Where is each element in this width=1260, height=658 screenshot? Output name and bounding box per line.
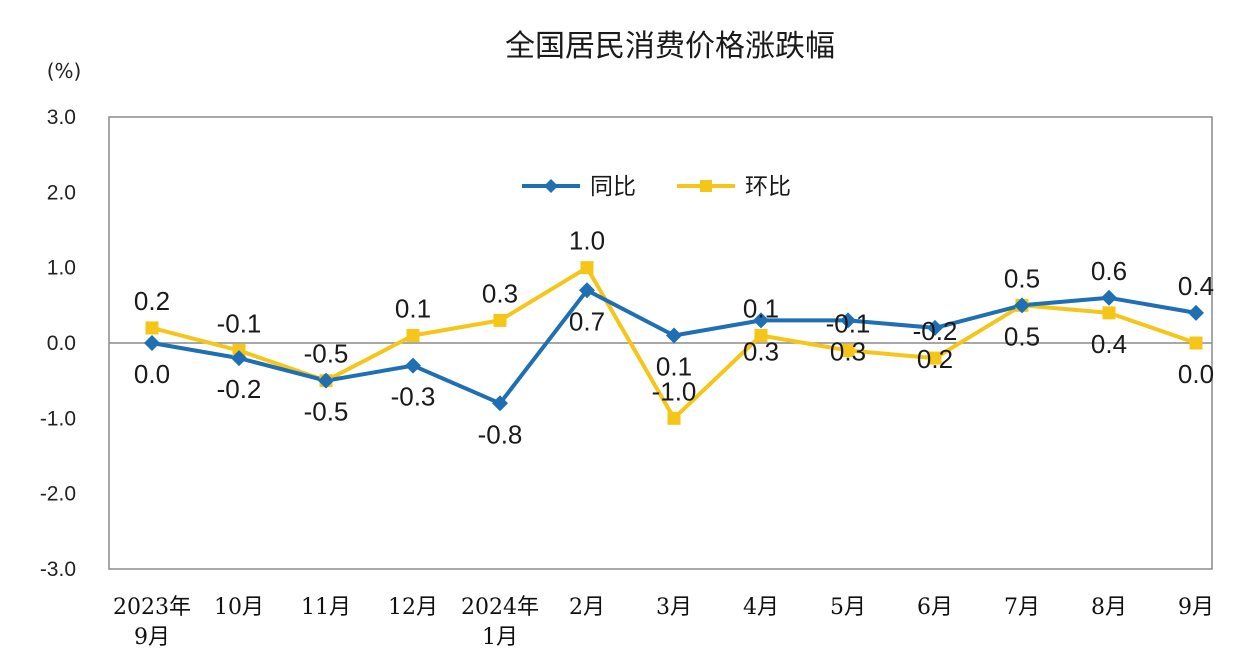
mom-data-label: -0.2 bbox=[913, 316, 958, 346]
x-tick-line: 1月 bbox=[482, 625, 518, 650]
mom-data-label: -0.5 bbox=[304, 339, 349, 369]
x-tick-line: 9月 bbox=[1178, 595, 1214, 620]
yoy-point bbox=[753, 312, 769, 329]
y-tick-label: -1.0 bbox=[40, 407, 76, 430]
yoy-point bbox=[1188, 304, 1204, 321]
mom-data-label: 0.5 bbox=[1004, 321, 1040, 351]
y-tick-label: 0.0 bbox=[47, 332, 76, 355]
yoy-point bbox=[405, 357, 421, 374]
x-tick-label: 2024年 1月 bbox=[461, 595, 539, 650]
y-tick-label: 2.0 bbox=[47, 181, 76, 204]
mom-data-label: 0.1 bbox=[395, 293, 431, 323]
yoy-point bbox=[1101, 289, 1117, 306]
mom-point bbox=[493, 313, 507, 327]
yoy-data-label: 0.3 bbox=[743, 336, 779, 366]
mom-data-label: 0.1 bbox=[743, 293, 779, 323]
yoy-data-label: -0.2 bbox=[217, 374, 262, 404]
legend-marker-mom bbox=[700, 180, 712, 192]
x-tick-line: 6月 bbox=[917, 595, 953, 620]
yoy-point bbox=[579, 282, 595, 299]
x-tick-label: 8月 bbox=[1091, 595, 1127, 620]
x-tick-line: 7月 bbox=[1004, 595, 1040, 620]
y-tick-label: 3.0 bbox=[47, 106, 76, 129]
yoy-point bbox=[492, 395, 508, 412]
yoy-data-label: 0.5 bbox=[1004, 263, 1040, 293]
yoy-point bbox=[1014, 297, 1030, 314]
x-tick-label: 2月 bbox=[569, 595, 605, 620]
x-tick-label: 10月 bbox=[214, 595, 264, 620]
mom-data-label: -0.1 bbox=[826, 309, 871, 339]
yoy-data-label: 0.2 bbox=[917, 344, 953, 374]
x-tick-line: 8月 bbox=[1091, 595, 1127, 620]
x-tick-line: 4月 bbox=[743, 595, 779, 620]
x-tick-line: 9月 bbox=[134, 625, 170, 650]
mom-data-label: 0.0 bbox=[1178, 359, 1214, 389]
data-labels: 0.0 -0.2 -0.5 -0.3 -0.8 0.7 0.1 0.3 0.3 0.2 0.5 0.6… bbox=[134, 226, 1214, 450]
mom-point bbox=[841, 344, 855, 358]
series-markers bbox=[144, 261, 1204, 425]
yoy-data-label: 0.7 bbox=[569, 306, 605, 336]
yoy-point bbox=[927, 319, 943, 336]
yoy-data-label: 0.0 bbox=[134, 359, 170, 389]
yoy-point bbox=[144, 335, 160, 351]
y-tick-label: 1.0 bbox=[47, 257, 76, 280]
x-tick-line: 10月 bbox=[214, 595, 264, 620]
mom-data-label: 1.0 bbox=[569, 226, 605, 256]
x-tick-line: 2月 bbox=[569, 595, 605, 620]
mom-point bbox=[667, 411, 681, 425]
x-tick-line: 2023年 bbox=[113, 595, 191, 620]
x-tick-line: 11月 bbox=[301, 595, 351, 620]
x-axis-ticks: 2023年 9月 10月 11月 12月 2024年 1月 2月 3月 4月 5月 6月 7月 8月 9月 bbox=[113, 595, 1214, 650]
x-tick-label: 2023年 9月 bbox=[113, 595, 191, 650]
y-tick-label: -3.0 bbox=[40, 558, 76, 581]
x-tick-label: 12月 bbox=[388, 595, 438, 620]
mom-point bbox=[928, 351, 942, 365]
y-axis-ticks: 3.0 2.0 1.0 0.0 -1.0 -2.0 -3.0 bbox=[40, 106, 76, 581]
x-tick-label: 5月 bbox=[830, 595, 866, 620]
mom-point bbox=[406, 328, 420, 342]
x-tick-label: 9月 bbox=[1178, 595, 1214, 620]
mom-data-label: 0.3 bbox=[482, 278, 518, 308]
x-tick-line: 3月 bbox=[656, 595, 692, 620]
mom-point bbox=[754, 328, 768, 342]
x-tick-line: 2024年 bbox=[461, 595, 539, 620]
x-tick-label: 3月 bbox=[656, 595, 692, 620]
mom-data-label: -1.0 bbox=[652, 376, 697, 406]
yoy-point bbox=[318, 372, 334, 389]
y-axis-unit: (%) bbox=[47, 59, 82, 83]
legend-label-mom: 环比 bbox=[745, 174, 791, 200]
x-tick-line: 12月 bbox=[388, 595, 438, 620]
yoy-data-label: 0.4 bbox=[1178, 271, 1214, 301]
mom-point bbox=[1102, 306, 1116, 320]
yoy-data-label: 0.6 bbox=[1091, 256, 1127, 286]
yoy-data-label: -0.5 bbox=[304, 397, 349, 427]
yoy-data-label: -0.3 bbox=[391, 382, 436, 412]
mom-point bbox=[1189, 336, 1203, 350]
y-tick-label: -2.0 bbox=[40, 483, 76, 506]
legend: 同比 环比 bbox=[522, 174, 791, 200]
yoy-data-label: -0.8 bbox=[478, 419, 523, 449]
mom-point bbox=[580, 261, 594, 275]
yoy-data-label: 0.3 bbox=[830, 336, 866, 366]
yoy-point bbox=[840, 312, 856, 329]
x-tick-label: 11月 bbox=[301, 595, 351, 620]
x-tick-label: 4月 bbox=[743, 595, 779, 620]
legend-marker-yoy bbox=[544, 179, 558, 193]
mom-data-label: 0.4 bbox=[1091, 329, 1127, 359]
legend-label-yoy: 同比 bbox=[590, 174, 636, 200]
chart-title: 全国居民消费价格涨跌幅 bbox=[505, 29, 835, 64]
mom-data-label: 0.2 bbox=[134, 286, 170, 316]
x-tick-line: 5月 bbox=[830, 595, 866, 620]
yoy-point bbox=[666, 327, 682, 344]
mom-point bbox=[145, 321, 159, 335]
x-tick-label: 6月 bbox=[917, 595, 953, 620]
mom-data-label: -0.1 bbox=[217, 309, 262, 339]
x-tick-label: 7月 bbox=[1004, 595, 1040, 620]
yoy-point bbox=[231, 350, 247, 367]
yoy-data-label: 0.1 bbox=[656, 351, 692, 381]
